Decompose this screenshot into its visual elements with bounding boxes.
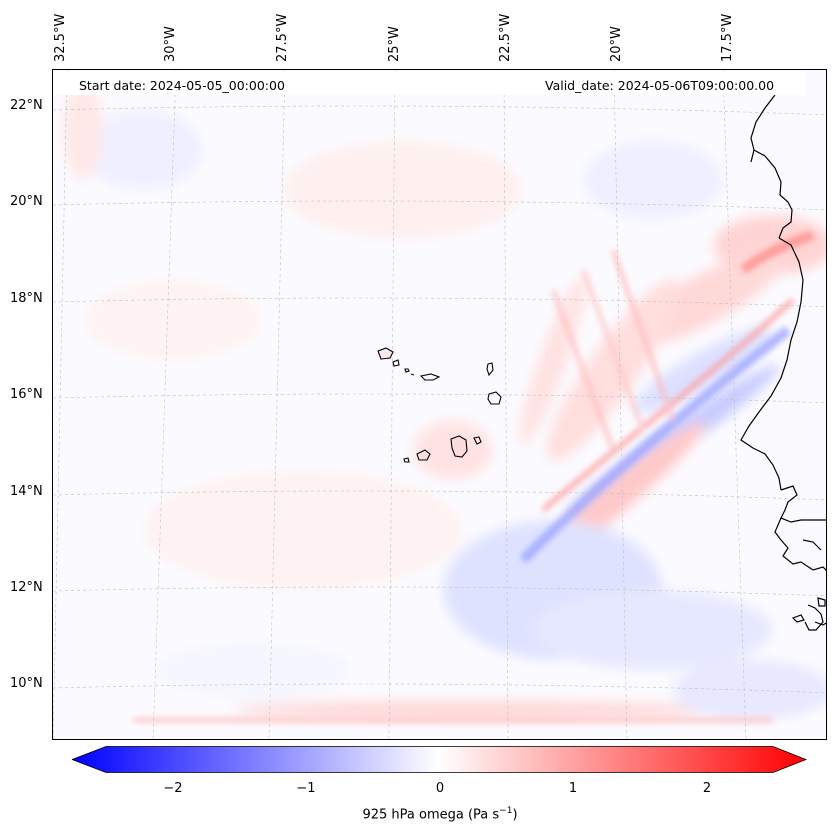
lon-label-22-5w: 22.5°W [498,13,513,62]
lon-label-17-5w: 17.5°W [720,13,735,62]
colorbar-tick-label: −2 [163,781,183,796]
lat-label-16n: 16°N [10,387,43,402]
colorbar-tick-label: 1 [568,781,578,796]
colorbar-tick-label: −1 [296,781,316,796]
colorbar-tick-label: 2 [702,781,712,796]
colorbar-gradient [72,746,807,773]
lon-label-32-5w: 32.5°W [53,13,68,62]
map-frame [52,69,827,740]
africa-coastline [740,94,826,631]
gridlines [53,70,826,739]
colorbar-title-exponent: −1 [499,806,513,816]
colorbar-title: 925 hPa omega (Pa s−1) [362,806,517,822]
colorbar-title-close: ) [512,807,518,823]
lon-label-30w: 30°W [163,26,178,62]
start-date-label: Start date: 2024-05-05_00:00:00 [79,78,285,93]
cape-verde-islands [377,347,502,463]
lat-label-14n: 14°N [10,484,43,499]
omega-field [53,70,826,739]
colorbar-title-main: 925 hPa omega (Pa s [362,807,500,823]
lat-label-22n: 22°N [10,98,43,113]
valid-date-label: Valid_date: 2024-05-06T09:00:00.00 [545,78,775,93]
lon-label-25w: 25°W [387,26,402,62]
lat-label-18n: 18°N [10,291,43,306]
colorbar [72,746,807,773]
lon-label-27-5w: 27.5°W [275,13,290,62]
lat-label-12n: 12°N [10,580,43,595]
lon-label-20w: 20°W [609,26,624,62]
omega-bands [133,230,815,723]
colorbar-tick-label: 0 [435,781,445,796]
header-band [53,71,805,95]
map-field [53,70,826,739]
lat-label-10n: 10°N [10,676,43,691]
lat-label-20n: 20°N [10,194,43,209]
